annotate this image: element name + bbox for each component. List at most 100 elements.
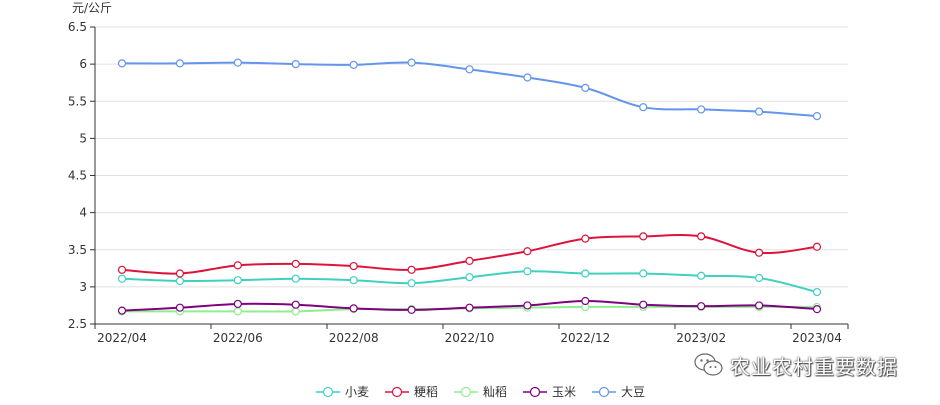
y-axis: 2.5 3 3.5 4 4.5 5 5.5 6 6.5 xyxy=(68,20,96,331)
data-point[interactable] xyxy=(117,274,127,283)
data-point[interactable] xyxy=(581,234,590,243)
data-point[interactable] xyxy=(117,306,127,315)
data-point[interactable] xyxy=(233,299,242,309)
data-point[interactable] xyxy=(523,247,532,256)
data-point[interactable] xyxy=(291,60,300,69)
data-point[interactable] xyxy=(812,242,822,251)
data-point[interactable] xyxy=(523,267,532,276)
data-point[interactable] xyxy=(175,269,185,278)
data-point[interactable] xyxy=(581,296,590,306)
y-tick-label: 5.5 xyxy=(68,94,87,108)
data-point[interactable] xyxy=(523,73,532,82)
data-point[interactable] xyxy=(465,273,474,282)
data-point[interactable] xyxy=(465,303,474,312)
data-point[interactable] xyxy=(175,303,185,312)
data-point[interactable] xyxy=(812,287,822,297)
legend-item[interactable]: 籼稻 xyxy=(454,385,507,399)
data-point[interactable] xyxy=(117,59,127,68)
data-point[interactable] xyxy=(175,59,185,68)
data-point[interactable] xyxy=(349,60,358,69)
watermark-text: 农业农村重要数据 xyxy=(730,354,898,379)
series-line xyxy=(121,234,818,275)
x-tick-label: 2023/02 xyxy=(676,331,726,345)
data-point[interactable] xyxy=(754,248,764,257)
legend-swatch-marker xyxy=(598,386,610,398)
series-0 xyxy=(117,267,822,297)
data-point[interactable] xyxy=(639,269,648,278)
x-tick-label: 2022/08 xyxy=(329,331,379,345)
data-point[interactable] xyxy=(407,58,416,67)
data-point[interactable] xyxy=(754,301,764,310)
data-point[interactable] xyxy=(523,301,532,310)
x-tick-label: 2023/04 xyxy=(792,331,842,345)
legend-item[interactable]: 大豆 xyxy=(592,385,645,399)
legend-swatch-marker xyxy=(322,386,334,398)
data-point[interactable] xyxy=(349,261,358,271)
data-point[interactable] xyxy=(754,273,764,283)
data-point[interactable] xyxy=(233,58,242,67)
y-tick-label: 4 xyxy=(79,206,87,220)
legend-label: 大豆 xyxy=(621,385,645,399)
data-point[interactable] xyxy=(754,107,764,116)
data-point[interactable] xyxy=(291,300,300,309)
y-tick-label: 3 xyxy=(79,280,87,294)
data-point[interactable] xyxy=(349,304,358,313)
data-point[interactable] xyxy=(639,232,648,241)
data-point[interactable] xyxy=(117,265,127,274)
legend-swatch-marker xyxy=(391,386,403,398)
y-tick-label: 3.5 xyxy=(68,243,87,257)
data-point[interactable] xyxy=(291,259,300,268)
legend[interactable]: 小麦 粳稻 籼稻 玉米 大豆 xyxy=(316,385,645,399)
data-point[interactable] xyxy=(639,300,648,309)
y-tick-label: 4.5 xyxy=(68,169,87,183)
x-tick-label: 2022/04 xyxy=(97,331,147,345)
grid-lines xyxy=(95,26,848,288)
y-tick-label: 2.5 xyxy=(68,317,87,331)
data-point[interactable] xyxy=(697,302,706,311)
data-point[interactable] xyxy=(697,271,706,280)
y-axis-unit-label: 元/公斤 xyxy=(72,1,112,15)
y-tick-label: 6.5 xyxy=(68,20,87,34)
series-3 xyxy=(117,296,822,315)
watermark: 农业农村重要数据 xyxy=(694,350,898,380)
data-point[interactable] xyxy=(233,261,242,270)
data-point[interactable] xyxy=(581,83,590,92)
legend-swatch-marker xyxy=(529,386,541,398)
legend-label: 籼稻 xyxy=(483,385,507,399)
data-point[interactable] xyxy=(465,65,474,74)
legend-item[interactable]: 粳稻 xyxy=(385,385,438,399)
data-point[interactable] xyxy=(812,111,822,121)
wechat-icon xyxy=(694,353,723,376)
data-point[interactable] xyxy=(697,105,706,114)
data-point[interactable] xyxy=(349,276,358,285)
legend-swatch-marker xyxy=(460,386,472,398)
data-point[interactable] xyxy=(175,276,185,286)
data-point[interactable] xyxy=(291,307,300,316)
series-4 xyxy=(117,58,822,121)
data-point[interactable] xyxy=(407,305,416,314)
data-point[interactable] xyxy=(407,279,416,288)
data-point[interactable] xyxy=(233,307,242,316)
y-tick-label: 5 xyxy=(79,131,87,145)
legend-label: 玉米 xyxy=(552,385,576,399)
x-tick-label: 2022/10 xyxy=(445,331,495,345)
series-group xyxy=(117,58,822,316)
legend-item[interactable]: 小麦 xyxy=(316,385,369,399)
y-tick-label: 6 xyxy=(79,57,87,71)
data-point[interactable] xyxy=(697,232,706,241)
legend-label: 粳稻 xyxy=(414,385,438,399)
legend-item[interactable]: 玉米 xyxy=(523,385,576,399)
data-point[interactable] xyxy=(233,276,242,285)
data-point[interactable] xyxy=(465,256,474,265)
x-tick-label: 2022/12 xyxy=(560,331,610,345)
legend-label: 小麦 xyxy=(345,385,369,399)
data-point[interactable] xyxy=(639,103,648,112)
data-point[interactable] xyxy=(581,269,590,278)
data-point[interactable] xyxy=(812,305,822,314)
data-point[interactable] xyxy=(407,265,416,274)
series-1 xyxy=(117,232,822,278)
x-tick-label: 2022/06 xyxy=(213,331,263,345)
x-axis: 2022/04 2022/06 2022/08 2022/10 2022/12 2023/… xyxy=(94,323,849,345)
data-point[interactable] xyxy=(291,274,300,283)
